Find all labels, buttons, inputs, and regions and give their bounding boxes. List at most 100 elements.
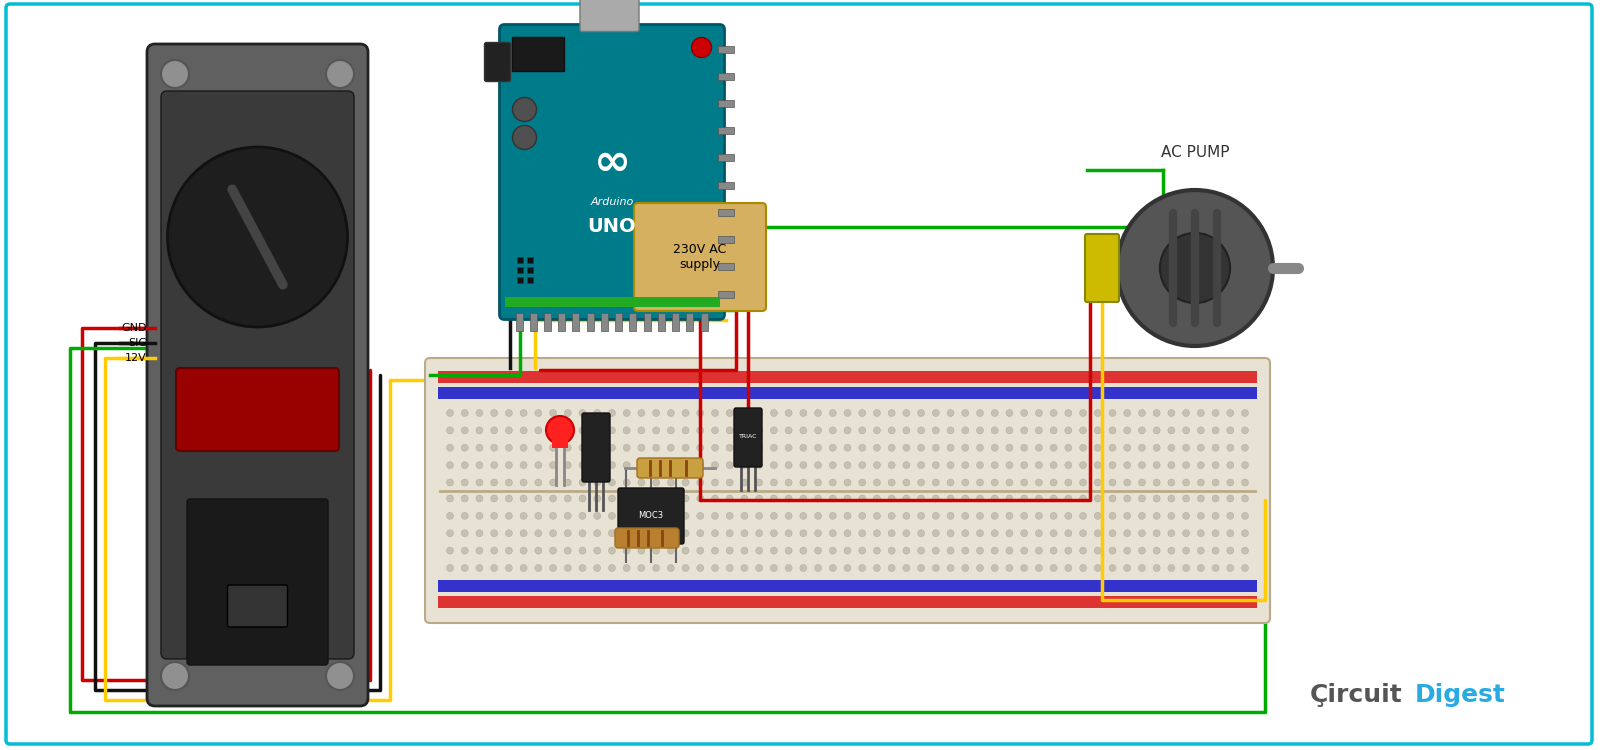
Circle shape [741, 495, 747, 502]
Circle shape [549, 530, 557, 537]
Circle shape [1139, 495, 1146, 502]
Circle shape [845, 512, 851, 519]
Circle shape [1182, 461, 1190, 469]
Circle shape [976, 479, 984, 486]
Circle shape [1227, 512, 1234, 519]
Circle shape [534, 461, 542, 469]
Circle shape [1242, 479, 1248, 486]
Circle shape [1066, 444, 1072, 452]
Circle shape [1109, 444, 1117, 452]
Circle shape [888, 410, 894, 416]
Circle shape [653, 495, 659, 502]
Bar [517, 256, 523, 262]
Circle shape [520, 479, 526, 486]
Circle shape [1066, 530, 1072, 537]
Circle shape [622, 548, 630, 554]
Circle shape [770, 444, 778, 452]
Circle shape [755, 530, 763, 537]
Circle shape [446, 427, 453, 433]
Circle shape [1006, 548, 1013, 554]
Circle shape [1109, 461, 1117, 469]
Circle shape [475, 410, 483, 416]
Circle shape [638, 444, 645, 452]
Circle shape [859, 410, 866, 416]
Circle shape [770, 530, 778, 537]
Circle shape [446, 495, 453, 502]
Circle shape [902, 479, 910, 486]
Circle shape [814, 410, 821, 416]
Circle shape [1080, 530, 1086, 537]
Circle shape [520, 512, 526, 519]
Circle shape [1021, 410, 1027, 416]
Circle shape [534, 548, 542, 554]
Circle shape [962, 461, 968, 469]
Circle shape [874, 410, 880, 416]
Circle shape [933, 495, 939, 502]
Circle shape [888, 512, 894, 519]
Circle shape [859, 479, 866, 486]
Circle shape [992, 479, 998, 486]
Circle shape [786, 495, 792, 502]
Bar [438, 580, 1258, 592]
Circle shape [565, 427, 571, 433]
Bar [717, 100, 733, 107]
Circle shape [1227, 548, 1234, 554]
Circle shape [608, 444, 616, 452]
Circle shape [475, 479, 483, 486]
Circle shape [947, 444, 954, 452]
Circle shape [491, 427, 498, 433]
Circle shape [1227, 479, 1234, 486]
Circle shape [1123, 548, 1131, 554]
Circle shape [770, 495, 778, 502]
Circle shape [1066, 427, 1072, 433]
Circle shape [534, 530, 542, 537]
Circle shape [565, 410, 571, 416]
Circle shape [162, 60, 189, 88]
Text: Digest: Digest [1414, 683, 1506, 707]
Circle shape [829, 512, 837, 519]
Circle shape [976, 512, 984, 519]
Circle shape [800, 444, 806, 452]
Circle shape [520, 444, 526, 452]
Circle shape [859, 461, 866, 469]
Circle shape [506, 530, 512, 537]
Circle shape [902, 410, 910, 416]
Circle shape [1021, 427, 1027, 433]
Circle shape [1123, 479, 1131, 486]
Circle shape [1006, 427, 1013, 433]
Circle shape [1242, 548, 1248, 554]
Circle shape [1021, 548, 1027, 554]
Circle shape [1066, 495, 1072, 502]
Circle shape [1242, 444, 1248, 452]
Bar [717, 128, 733, 134]
Circle shape [1168, 461, 1174, 469]
Circle shape [786, 410, 792, 416]
Circle shape [461, 530, 469, 537]
Bar [629, 313, 637, 331]
Circle shape [1050, 565, 1058, 572]
Circle shape [1182, 548, 1190, 554]
Circle shape [770, 548, 778, 554]
Text: TRIAC: TRIAC [739, 434, 757, 439]
Circle shape [1066, 479, 1072, 486]
Circle shape [546, 416, 574, 444]
Circle shape [1035, 479, 1042, 486]
Circle shape [1021, 461, 1027, 469]
Circle shape [726, 495, 733, 502]
Circle shape [1094, 479, 1101, 486]
Circle shape [667, 512, 674, 519]
Circle shape [1139, 512, 1146, 519]
Circle shape [741, 410, 747, 416]
Circle shape [859, 512, 866, 519]
Circle shape [962, 444, 968, 452]
Circle shape [1080, 495, 1086, 502]
Circle shape [1050, 530, 1058, 537]
Circle shape [475, 512, 483, 519]
Circle shape [1227, 461, 1234, 469]
Circle shape [667, 495, 674, 502]
Circle shape [800, 495, 806, 502]
Circle shape [1168, 548, 1174, 554]
Circle shape [1094, 461, 1101, 469]
Circle shape [549, 461, 557, 469]
Circle shape [549, 444, 557, 452]
